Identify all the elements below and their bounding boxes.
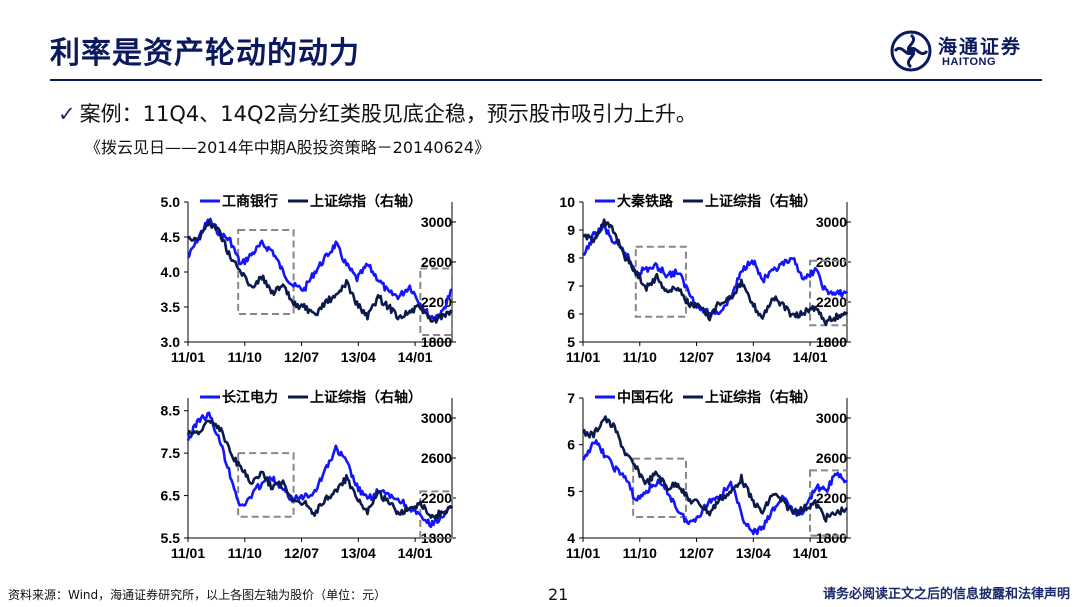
left-tick-label: 6 <box>567 437 575 453</box>
right-tick-label: 3000 <box>421 410 452 426</box>
left-tick-label: 4.5 <box>161 229 181 245</box>
report-source: 《拨云见日——2014年中期A股投资策略－20140624》 <box>85 138 491 157</box>
logo-wordmark: 海通证券 <box>938 36 1023 58</box>
right-tick-label: 2200 <box>421 490 452 506</box>
page-title: 利率是资产轮动的动力 <box>50 36 360 71</box>
right-tick-label: 2600 <box>421 254 452 270</box>
left-tick-label: 5 <box>567 334 575 350</box>
x-tick-label: 13/04 <box>736 349 771 365</box>
x-tick-label: 14/01 <box>793 545 828 561</box>
series-line-index <box>582 415 848 523</box>
series-line-stock <box>581 439 848 536</box>
x-tick-label: 11/10 <box>623 545 657 561</box>
right-tick-label: 2600 <box>421 450 452 466</box>
left-tick-label: 3.0 <box>161 334 181 350</box>
legend-label: 上证综指（右轴） <box>310 389 422 406</box>
left-tick-label: 5.5 <box>161 530 181 546</box>
left-tick-label: 8 <box>567 250 575 266</box>
title-divider <box>50 79 1042 81</box>
x-tick-label: 13/04 <box>341 349 376 365</box>
page-number: 21 <box>548 585 569 604</box>
x-tick-label: 12/07 <box>284 545 319 561</box>
left-tick-label: 6 <box>567 306 575 322</box>
chart-svg: 5.0 4.5 4.0 3.5 3.0 3000 2600 2200 1800 11/01 11/1… <box>161 193 456 365</box>
right-tick-label: 3000 <box>816 410 847 426</box>
haitong-emblem-icon <box>890 30 932 72</box>
x-tick-label: 11/10 <box>228 545 262 561</box>
left-tick-label: 10 <box>559 194 575 210</box>
x-tick-label: 11/10 <box>228 349 262 365</box>
left-tick-label: 9 <box>567 222 575 238</box>
x-tick-label: 14/01 <box>793 349 828 365</box>
right-tick-label: 2200 <box>421 294 452 310</box>
series-line-stock <box>186 217 453 320</box>
x-tick-label: 11/01 <box>171 349 205 365</box>
x-tick-label: 11/10 <box>623 349 657 365</box>
x-tick-label: 12/07 <box>679 545 714 561</box>
right-tick-label: 2600 <box>816 450 847 466</box>
left-tick-label: 5 <box>567 483 575 499</box>
left-tick-label: 7 <box>567 390 575 406</box>
key-point-text: 案例：11Q4、14Q2高分红类股见底企稳，预示股市吸引力上升。 <box>79 102 697 126</box>
legend-label: 中国石化 <box>617 389 673 406</box>
right-tick-label: 2200 <box>816 490 847 506</box>
x-tick-label: 14/01 <box>398 349 433 365</box>
legend-label: 上证综指（右轴） <box>705 389 817 406</box>
left-tick-label: 8.5 <box>161 403 181 419</box>
right-tick-label: 1800 <box>816 530 847 546</box>
right-tick-label: 3000 <box>421 214 452 230</box>
left-tick-label: 4.0 <box>161 264 181 280</box>
highlight-box <box>632 457 687 518</box>
series-line-stock <box>582 224 848 318</box>
x-tick-label: 14/01 <box>398 545 433 561</box>
highlight-box <box>634 245 687 318</box>
series-line-stock <box>186 411 454 529</box>
x-tick-label: 13/04 <box>341 545 376 561</box>
highlight-box <box>237 229 295 315</box>
right-tick-label: 2200 <box>816 294 847 310</box>
left-tick-label: 3.5 <box>161 299 181 315</box>
highlight-box <box>809 469 849 537</box>
x-tick-label: 12/07 <box>284 349 319 365</box>
legend-label: 长江电力 <box>222 389 278 406</box>
left-tick-label: 4 <box>567 530 575 546</box>
legend-label: 上证综指（右轴） <box>310 193 422 210</box>
left-tick-label: 6.5 <box>161 488 181 504</box>
right-tick-label: 2600 <box>816 254 847 270</box>
highlight-box <box>419 267 454 336</box>
highlight-box <box>237 452 295 518</box>
left-tick-label: 7.5 <box>161 445 181 461</box>
disclaimer: 请务必阅读正文之后的信息披露和法律声明 <box>822 587 1070 602</box>
footnote: 资料来源：Wind，海通证券研究所，以上各图左轴为股价（单位：元） <box>8 588 387 602</box>
chart-icbc: 5.0 4.5 4.0 3.5 3.0 3000 2600 2200 1800 11/01 11/1… <box>140 190 460 370</box>
key-point: ✓ 案例：11Q4、14Q2高分红类股见底企稳，预示股市吸引力上升。 <box>58 98 697 128</box>
left-tick-label: 7 <box>567 278 575 294</box>
x-tick-label: 11/01 <box>171 545 205 561</box>
chart-yangtze-power: 8.5 7.5 6.5 5.5 3000 2600 2200 1800 11/01 11/10 12… <box>140 386 460 566</box>
right-tick-label: 1800 <box>421 334 452 350</box>
x-tick-label: 11/01 <box>566 349 600 365</box>
check-icon: ✓ <box>58 102 76 126</box>
legend-label: 上证综指（右轴） <box>705 193 817 210</box>
series-line-index <box>187 220 453 324</box>
series-line-index <box>582 218 849 327</box>
x-tick-label: 12/07 <box>679 349 714 365</box>
chart-svg: 7 6 5 4 3000 2600 2200 1800 11/01 11/10 12/07 13/04… <box>566 389 851 561</box>
chart-svg: 10 9 8 7 6 5 3000 2600 2200 1800 11/01 11/10 12/07 13… <box>559 193 851 365</box>
x-tick-label: 11/01 <box>566 545 600 561</box>
chart-sinopec: 7 6 5 4 3000 2600 2200 1800 11/01 11/10 12/07 13/04… <box>535 386 855 566</box>
right-tick-label: 3000 <box>816 214 847 230</box>
logo-english: HAITONG <box>942 56 997 68</box>
left-tick-label: 5.0 <box>161 194 181 210</box>
chart-daqin-railway: 10 9 8 7 6 5 3000 2600 2200 1800 11/01 11/10 12/07 13… <box>535 190 855 370</box>
legend-label: 大秦铁路 <box>617 193 674 210</box>
company-logo: 海通证券 HAITONG <box>890 30 1040 74</box>
series-line-index <box>186 419 454 520</box>
x-tick-label: 13/04 <box>736 545 771 561</box>
right-tick-label: 1800 <box>816 334 847 350</box>
legend-label: 工商银行 <box>222 193 278 210</box>
